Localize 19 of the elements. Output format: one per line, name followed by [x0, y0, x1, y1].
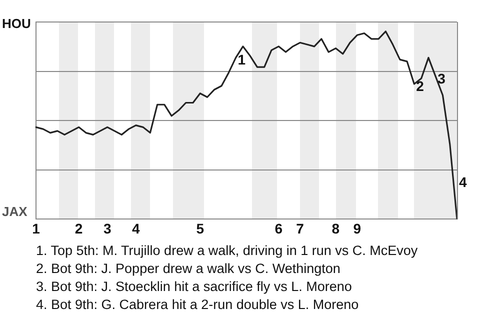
text: HOU: [2, 16, 31, 31]
x-tick-label: 5: [196, 220, 204, 236]
text: 2. Bot 9th: J. Popper drew a walk vs C. Wethington: [36, 260, 342, 278]
x-tick-label: 3: [103, 220, 112, 236]
text: 3. Bot 9th: J. Stoecklin hit a sacrifice fly vs L. Moreno: [36, 278, 353, 296]
x-tick-label: 1: [32, 220, 40, 236]
annotation: 2: [416, 78, 424, 94]
x-tick-label: 8: [332, 220, 340, 236]
x-tick-label: 7: [296, 220, 304, 236]
x-tick-label: 4: [132, 220, 140, 236]
annotation: 3: [438, 70, 446, 86]
x-tick-label: 9: [353, 220, 362, 236]
text: 4. Bot 9th: G. Cabrera hit a 2-run double vs L. Moreno: [36, 296, 360, 314]
text: 1. Top 5th: M. Trujillo drew a walk, driving in 1 run vs C. McEvoy: [36, 242, 418, 260]
text: 4: [459, 174, 467, 190]
annotation: 1: [238, 52, 246, 68]
text: JAX: [2, 204, 28, 220]
x-tick-label: 6: [274, 220, 283, 236]
x-tick-label: 2: [74, 220, 83, 236]
